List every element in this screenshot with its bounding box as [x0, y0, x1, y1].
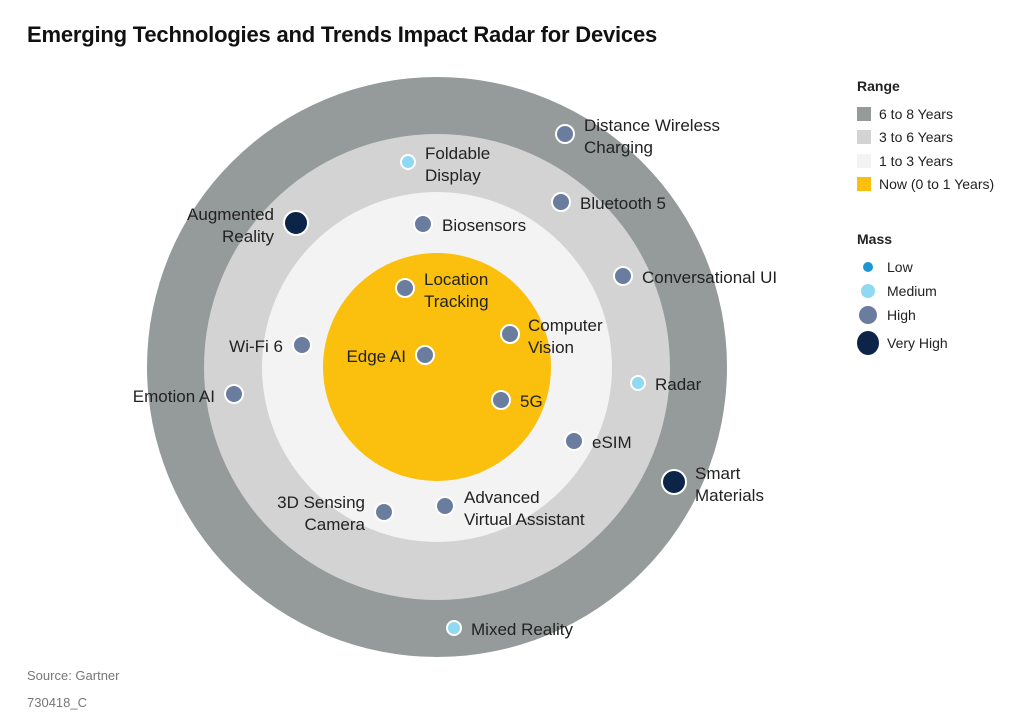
mass-legend-title: Mass — [857, 231, 893, 247]
mass-dot-icon — [863, 262, 873, 272]
range-legend-item: 1 to 3 Years — [857, 149, 994, 173]
item-dot-high — [415, 345, 435, 365]
radar-item: Location Tracking — [395, 270, 489, 311]
item-label: Materials — [695, 486, 764, 505]
item-dot-medium — [630, 375, 646, 391]
range-label: Now (0 to 1 Years) — [879, 176, 995, 193]
item-label: Radar — [655, 375, 702, 394]
item-dot-high — [500, 324, 520, 344]
range-label: 6 to 8 Years — [879, 105, 953, 122]
item-dot-high — [413, 214, 433, 234]
item-label: Vision — [528, 338, 574, 357]
radar-item: Smart Materials — [661, 464, 764, 505]
radar-item: Mixed Reality — [446, 620, 574, 639]
item-label: Wi-Fi 6 — [229, 337, 283, 356]
radar-item: Conversational UI — [613, 266, 777, 287]
mass-legend-item: Very High — [857, 327, 948, 359]
mass-dot-icon — [857, 331, 879, 355]
item-label: Virtual Assistant — [464, 510, 585, 529]
item-label: Mixed Reality — [471, 620, 574, 639]
range-swatch — [857, 130, 871, 145]
mass-legend-item: Low — [857, 255, 948, 279]
radar-item: 3D Sensing Camera — [277, 493, 394, 534]
item-label: Smart — [695, 464, 741, 483]
item-label: Computer — [528, 316, 603, 335]
item-label: Distance Wireless — [584, 116, 720, 135]
item-label: Conversational UI — [642, 268, 777, 287]
item-dot-very_high — [661, 469, 687, 495]
item-label: Emotion AI — [133, 387, 215, 406]
item-label: Tracking — [424, 292, 489, 311]
item-label: Camera — [305, 515, 366, 534]
ring-now — [323, 253, 551, 481]
source-note: Source: Gartner — [27, 668, 120, 683]
chart-title: Emerging Technologies and Trends Impact … — [27, 22, 658, 47]
item-dot-high — [564, 431, 584, 451]
radar-item: Augmented Reality — [187, 205, 309, 246]
mass-label: High — [887, 307, 916, 323]
item-dot-high — [435, 496, 455, 516]
radar-item: Biosensors — [413, 214, 526, 235]
range-legend-item: 6 to 8 Years — [857, 102, 994, 126]
item-label: Charging — [584, 138, 653, 157]
radar-item: Radar — [630, 375, 702, 394]
item-label: eSIM — [592, 433, 632, 452]
range-legend-item: 3 to 6 Years — [857, 126, 994, 150]
radar-item: Distance Wireless Charging — [555, 116, 720, 157]
item-dot-high — [491, 390, 511, 410]
range-legend: Range 6 to 8 Years 3 to 6 Years 1 to 3 Yea… — [857, 78, 994, 196]
item-dot-high — [551, 192, 571, 212]
radar-item: Computer Vision — [500, 316, 603, 357]
item-label: Biosensors — [442, 216, 526, 235]
range-swatch — [857, 106, 871, 121]
item-label: Advanced — [464, 488, 540, 507]
radar-item: Foldable Display — [400, 144, 490, 185]
item-dot-high — [224, 384, 244, 404]
figure-id: 730418_C — [27, 695, 87, 710]
mass-legend-item: Medium — [857, 279, 948, 303]
range-swatch — [857, 177, 871, 192]
item-dot-high — [613, 266, 633, 286]
item-dot-medium — [446, 620, 462, 636]
mass-label: Low — [887, 259, 913, 275]
radar-item: Edge AI — [346, 345, 435, 366]
item-dot-high — [555, 124, 575, 144]
item-label: Edge AI — [346, 347, 406, 366]
item-label: Foldable — [425, 144, 490, 163]
mass-label: Very High — [887, 335, 948, 351]
mass-legend: Mass Low Medium High Very High — [857, 231, 948, 359]
radar-item: Emotion AI — [133, 384, 244, 406]
mass-dot-icon — [861, 284, 875, 298]
item-label: 3D Sensing — [277, 493, 365, 512]
radar-item: Bluetooth 5 — [551, 192, 666, 213]
item-label: Display — [425, 166, 481, 185]
radar-item: eSIM — [564, 431, 632, 452]
mass-label: Medium — [887, 283, 937, 299]
range-label: 1 to 3 Years — [879, 152, 953, 169]
radar-item: 5G — [491, 390, 543, 411]
mass-dot-icon — [859, 306, 877, 324]
item-label: Bluetooth 5 — [580, 194, 666, 213]
item-dot-high — [395, 278, 415, 298]
item-label: 5G — [520, 392, 543, 411]
item-label: Location — [424, 270, 488, 289]
item-dot-high — [374, 502, 394, 522]
item-label: Reality — [222, 227, 274, 246]
mass-legend-item: High — [857, 303, 948, 327]
radar-item: Wi-Fi 6 — [229, 335, 312, 356]
item-label: Augmented — [187, 205, 274, 224]
range-legend-item: Now (0 to 1 Years) — [857, 173, 994, 197]
range-swatch — [857, 153, 871, 168]
range-legend-title: Range — [857, 78, 900, 94]
item-dot-very_high — [283, 210, 309, 236]
item-dot-medium — [400, 154, 416, 170]
radar-item: Advanced Virtual Assistant — [435, 488, 585, 529]
range-label: 3 to 6 Years — [879, 129, 953, 146]
item-dot-high — [292, 335, 312, 355]
